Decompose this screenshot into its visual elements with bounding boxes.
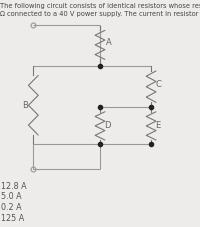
Text: C: C xyxy=(156,80,161,89)
Text: E: E xyxy=(156,121,161,130)
Text: The following circuit consists of identical resistors whose resistance is 5.0: The following circuit consists of identi… xyxy=(0,3,200,9)
Text: 0.2 A: 0.2 A xyxy=(1,203,22,212)
Text: Ω connected to a 40 V power supply. The current in resistor A is *: Ω connected to a 40 V power supply. The … xyxy=(0,11,200,17)
Text: 12.8 A: 12.8 A xyxy=(1,182,27,191)
Text: B: B xyxy=(22,101,28,110)
Text: A: A xyxy=(106,38,111,47)
Text: D: D xyxy=(104,121,111,130)
Text: 125 A: 125 A xyxy=(1,214,24,223)
Text: 5.0 A: 5.0 A xyxy=(1,192,22,201)
